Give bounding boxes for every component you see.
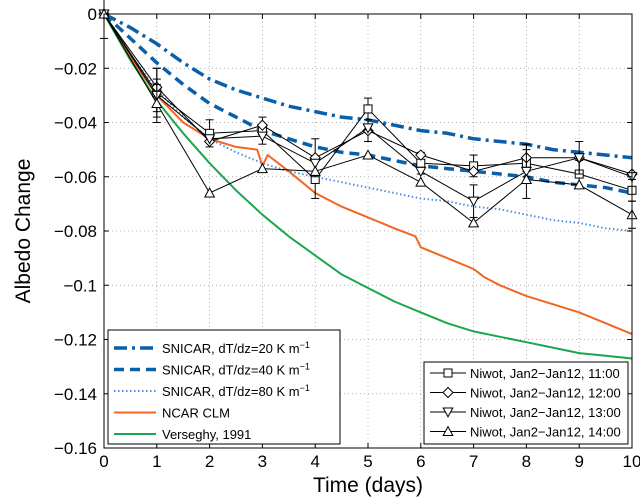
legend-entry-label: NCAR CLM <box>162 406 230 421</box>
legend-entry-label: SNICAR, dT/dz=80 K m−1 <box>162 383 310 399</box>
data-point-diamond <box>467 165 480 178</box>
x-tick-label: 6 <box>416 452 425 471</box>
legend-entry-superscript: −1 <box>300 383 310 393</box>
x-tick-label: 4 <box>310 452 319 471</box>
x-axis-label: Time (days) <box>313 474 423 497</box>
x-tick-label: 1 <box>152 452 161 471</box>
legend-entry-name: SNICAR, dT/dz=20 K m <box>162 341 300 356</box>
model-series-line-5 <box>103 13 633 360</box>
legend-marker-square <box>443 368 453 378</box>
x-tick-label: 10 <box>623 452 640 471</box>
x-tick-label: 3 <box>258 452 267 471</box>
x-tick-label: 9 <box>574 452 583 471</box>
x-tick-label: 2 <box>205 452 214 471</box>
y-tick-label: −0.02 <box>54 59 97 78</box>
data-point-triangle-down <box>467 196 480 208</box>
y-tick-label: −0.08 <box>54 222 97 241</box>
legend-marker-diamond <box>442 386 454 399</box>
legend-entry-name: Verseghy, 1991 <box>162 427 251 442</box>
x-tick-label: 7 <box>469 452 478 471</box>
data-point-triangle-up <box>256 162 269 174</box>
data-point-triangle-up <box>151 97 163 109</box>
y-tick-label: −0.06 <box>54 168 97 187</box>
y-tick-label: 0 <box>88 5 97 24</box>
data-point-diamond <box>415 149 427 161</box>
y-tick-label: −0.16 <box>54 439 97 458</box>
axis-ticks: 0 1 2 3 4 5 6 7 8 9 10 0 −0.02 −0.04 −0.06 −0.08 −0.1 −0.… <box>54 5 640 471</box>
data-point-triangle-up <box>203 187 216 198</box>
y-tick-label: −0.12 <box>54 331 97 350</box>
data-point-triangle-down <box>520 166 533 178</box>
legend-entry-label: Verseghy, 1991 <box>162 427 251 442</box>
legend-entry-label: Niwot, Jan2−Jan12, 13:00 <box>470 405 621 420</box>
data-point-triangle-down <box>203 134 216 145</box>
data-point-triangle-up <box>467 217 480 228</box>
y-tick-label: −0.1 <box>63 276 97 295</box>
data-series <box>98 0 638 360</box>
legend-entry-label: Niwot, Jan2−Jan12, 11:00 <box>470 366 620 381</box>
legend-marker-triangle-up <box>442 425 454 436</box>
legend-entry-name: SNICAR, dT/dz=80 K m <box>162 384 300 399</box>
legend-marker-triangle-down <box>442 407 454 418</box>
data-point-square <box>363 104 373 114</box>
x-tick-label: 0 <box>99 452 108 471</box>
legend-entry-label: Niwot, Jan2−Jan12, 12:00 <box>470 386 621 401</box>
data-point-diamond <box>256 119 269 131</box>
legend-entry-name: NCAR CLM <box>162 406 230 421</box>
y-tick-label: −0.04 <box>54 114 97 133</box>
data-point-triangle-up <box>309 165 321 176</box>
legend-entry-superscript: −1 <box>300 340 310 350</box>
legend-entry-label: SNICAR, dT/dz=20 K m−1 <box>162 340 310 356</box>
data-point-triangle-down <box>256 131 269 142</box>
y-axis-label: Albedo Change <box>12 159 35 304</box>
legend-observations: Niwot, Jan2−Jan12, 11:00 Niwot, Jan2−Jan1… <box>423 361 629 445</box>
legend-box <box>423 361 629 445</box>
legend-entry-name: SNICAR, dT/dz=40 K m <box>162 363 300 378</box>
legend-entry-label: SNICAR, dT/dz=40 K m−1 <box>162 362 310 378</box>
data-point-triangle-down <box>362 123 374 134</box>
data-point-triangle-down <box>573 153 585 164</box>
legend-entry-label: Niwot, Jan2−Jan12, 14:00 <box>470 425 621 440</box>
data-point-triangle-up <box>573 179 585 190</box>
data-point-triangle-up <box>520 173 533 184</box>
x-tick-label: 8 <box>522 452 531 471</box>
legend-entry-superscript: −1 <box>300 362 310 372</box>
data-point-triangle-up <box>362 149 374 160</box>
data-point-triangle-down <box>415 166 427 178</box>
y-tick-label: −0.14 <box>54 385 97 404</box>
data-point-triangle-up <box>415 176 427 187</box>
x-tick-label: 5 <box>363 452 372 471</box>
data-point-triangle-down <box>309 158 321 170</box>
